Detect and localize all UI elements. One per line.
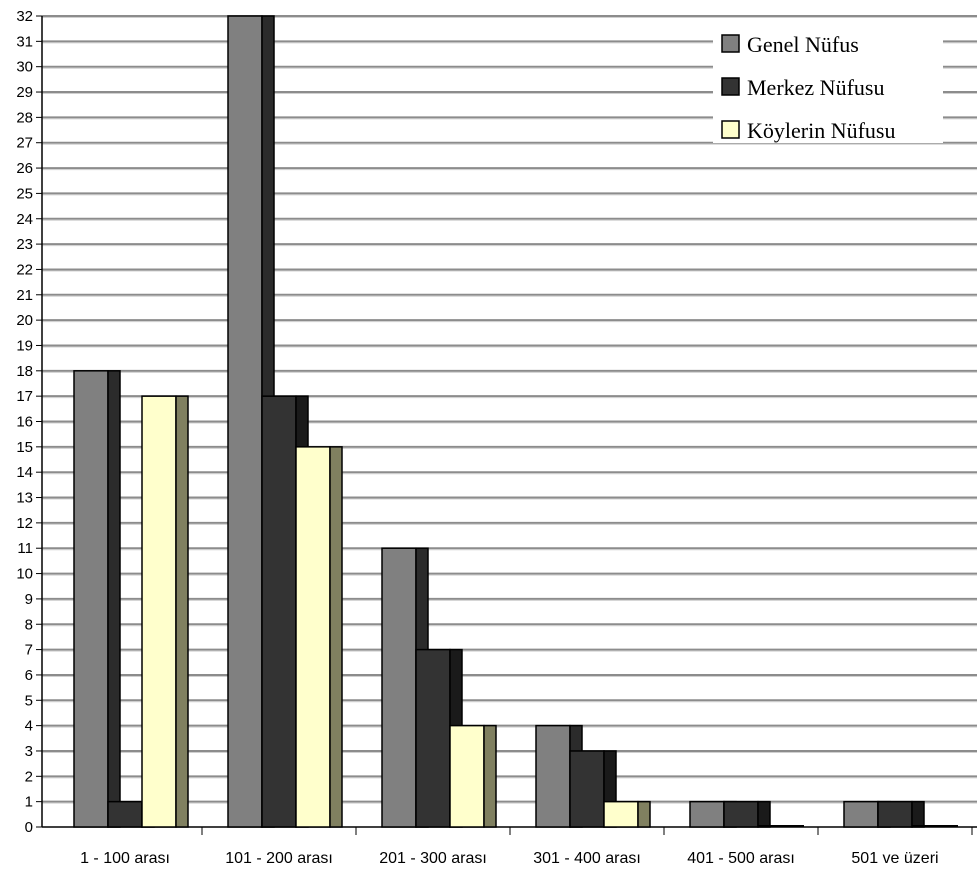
y-tick-label: 24 — [16, 211, 33, 228]
bar-0-4 — [689, 800, 725, 828]
gridlines — [42, 15, 977, 804]
y-tick-label: 11 — [17, 540, 33, 557]
y-tick-label: 17 — [16, 388, 33, 405]
y-tick-label: 9 — [25, 591, 33, 608]
y-tick-label: 6 — [25, 667, 33, 684]
legend-swatch — [721, 34, 740, 53]
y-tick-label: 16 — [16, 414, 33, 431]
x-tick-label: 1 - 100 arası — [80, 850, 170, 867]
bar-0-2 — [381, 547, 417, 828]
y-tick-label: 31 — [16, 33, 33, 50]
legend-label: Genel Nüfus — [747, 32, 859, 57]
y-tick-label: 4 — [25, 718, 33, 735]
x-tick-label: 301 - 400 arası — [533, 850, 641, 867]
bar-1-2 — [415, 648, 451, 828]
legend-label: Köylerin Nüfusu — [747, 118, 895, 143]
bar-1-0 — [107, 800, 143, 828]
y-tick-label: 8 — [25, 616, 33, 633]
bar-2-3 — [603, 800, 639, 828]
bar-0-1 — [227, 15, 263, 828]
bar-2-1 — [295, 446, 331, 828]
y-tick-label: 20 — [16, 312, 33, 329]
x-tick-label: 101 - 200 arası — [225, 850, 333, 867]
bar-side-1-4 — [757, 800, 771, 828]
bar-side-2-3 — [637, 800, 651, 828]
y-tick-label: 3 — [25, 743, 33, 760]
bar-1-3 — [569, 750, 605, 828]
x-tick-label: 401 - 500 arası — [687, 850, 795, 867]
legend-label: Merkez Nüfusu — [747, 75, 884, 100]
y-tick-label: 10 — [16, 566, 33, 583]
y-tick-label: 14 — [16, 464, 33, 481]
legend-swatch — [721, 77, 740, 96]
bar-side-1-5 — [911, 800, 925, 828]
y-tick-label: 13 — [16, 490, 33, 507]
y-tick-label: 29 — [16, 84, 33, 101]
bar-1-1 — [261, 395, 297, 828]
y-tick-label: 7 — [25, 642, 33, 659]
bar-side-2-1 — [329, 446, 343, 828]
bars — [73, 15, 958, 828]
bar-0-0 — [73, 370, 109, 828]
bar-side-2-2 — [483, 724, 497, 828]
y-tick-label: 30 — [16, 59, 33, 76]
y-tick-label: 22 — [16, 261, 33, 278]
y-tick-label: 32 — [16, 8, 33, 25]
y-tick-label: 18 — [16, 363, 33, 380]
bar-1-5 — [877, 800, 913, 828]
bar-side-0-0 — [107, 370, 121, 828]
y-tick-label: 23 — [16, 236, 33, 253]
y-tick-label: 27 — [16, 135, 33, 152]
y-tick-label: 0 — [25, 819, 33, 836]
bar-0-5 — [843, 800, 879, 828]
y-tick-label: 19 — [16, 337, 33, 354]
legend: Genel Nüfus Merkez Nüfusu Köylerin Nüfusu — [713, 18, 943, 143]
bar-2-0 — [141, 395, 177, 828]
x-tick-label: 201 - 300 arası — [379, 850, 487, 867]
axes: 0123456789101112131415161718192021222324… — [16, 8, 977, 867]
y-tick-label: 28 — [16, 109, 33, 126]
y-tick-label: 1 — [25, 794, 33, 811]
bar-0-3 — [535, 724, 571, 828]
legend-box — [713, 18, 943, 143]
bar-2-2 — [449, 724, 485, 828]
x-tick-label: 501 ve üzeri — [851, 850, 938, 867]
y-tick-label: 2 — [25, 768, 33, 785]
y-tick-label: 25 — [16, 185, 33, 202]
y-tick-label: 15 — [16, 439, 33, 456]
y-tick-label: 5 — [25, 692, 33, 709]
y-tick-label: 21 — [16, 287, 33, 304]
legend-swatch — [721, 120, 740, 139]
y-tick-label: 26 — [16, 160, 33, 177]
bar-1-4 — [723, 800, 759, 828]
y-tick-label: 12 — [16, 515, 33, 532]
bar-side-2-0 — [175, 395, 189, 828]
